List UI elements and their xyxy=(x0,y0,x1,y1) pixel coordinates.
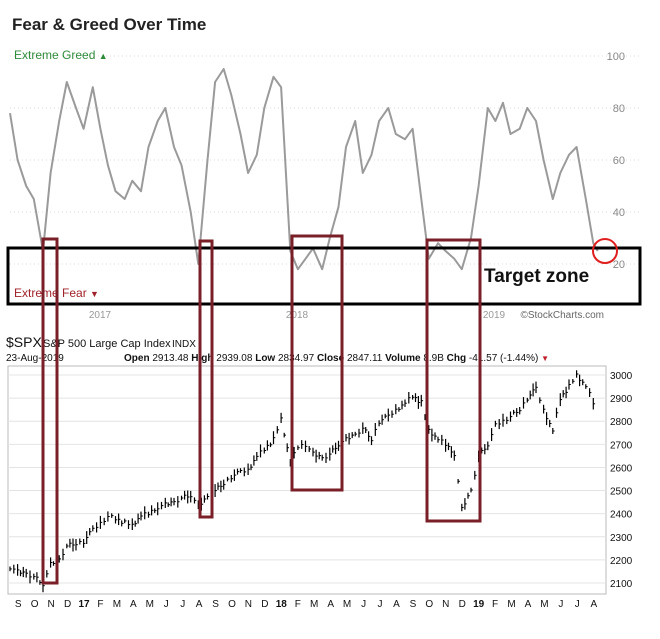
spx-ohlc: Open 2913.48 High 2939.08 Low 2834.97 Cl… xyxy=(124,353,549,364)
spx-xtick-label: J xyxy=(180,599,185,610)
spx-header: $SPX S&P 500 Large Cap Index INDX 23-Aug… xyxy=(6,334,549,364)
target-zone-box xyxy=(6,246,642,306)
fg-xtick-2017: 2017 xyxy=(89,310,112,321)
spx-grid xyxy=(8,374,606,584)
stockcharts-credit: ©StockCharts.com xyxy=(520,310,604,321)
spx-symbol: $SPX xyxy=(6,334,42,350)
fg-xtick-2019: 2019 xyxy=(483,310,506,321)
fg-ytick-40: 40 xyxy=(613,207,625,219)
highlight-box-q4-2018 xyxy=(425,238,482,523)
spx-xtick-label: D xyxy=(261,599,268,610)
spx-ytick-label: 2700 xyxy=(610,440,633,451)
spx-xtick-label: F xyxy=(97,599,103,610)
spx-ytick-label: 2800 xyxy=(610,417,633,428)
spx-xtick-label: A xyxy=(393,599,400,610)
spx-xtick-label: M xyxy=(343,599,351,610)
extreme-greed-label: Extreme Greed ▲ xyxy=(14,48,108,62)
spx-xtick-label: M xyxy=(540,599,548,610)
spx-xtick-label: F xyxy=(492,599,498,610)
target-zone-label: Target zone xyxy=(484,266,589,287)
spx-xtick-label: 17 xyxy=(78,599,90,610)
spx-xtick-label: J xyxy=(164,599,169,610)
spx-xtick-label: J xyxy=(378,599,383,610)
fg-ytick-20: 20 xyxy=(613,259,625,271)
current-reading-circle xyxy=(592,238,618,264)
spx-xtick-label: M xyxy=(113,599,121,610)
fg-ytick-80: 80 xyxy=(613,103,625,115)
spx-xtick-label: O xyxy=(228,599,236,610)
spx-y-axis: 3000 2900 2800 2700 2600 2500 2400 2300 2200 2100 xyxy=(610,371,633,590)
spx-xtick-label: O xyxy=(425,599,433,610)
spx-xtick-label: D xyxy=(64,599,71,610)
spx-date: 23-Aug-2019 xyxy=(6,353,64,364)
spx-ytick-label: 2100 xyxy=(610,579,633,590)
spx-ytick-label: 2200 xyxy=(610,556,633,567)
spx-ytick-label: 2600 xyxy=(610,463,633,474)
spx-xtick-label: S xyxy=(15,599,22,610)
spx-exchange: INDX xyxy=(172,339,196,350)
spx-ytick-label: 2400 xyxy=(610,510,633,521)
spx-xtick-label: M xyxy=(507,599,515,610)
spx-xtick-label: J xyxy=(558,599,563,610)
spx-name: S&P 500 Large Cap Index xyxy=(43,338,171,350)
spx-price-bars xyxy=(9,370,596,593)
highlight-box-nov-2016 xyxy=(41,237,59,585)
fg-ytick-100: 100 xyxy=(607,51,625,63)
spx-xtick-label: N xyxy=(47,599,54,610)
spx-xtick-label: D xyxy=(459,599,466,610)
spx-xtick-label: A xyxy=(327,599,334,610)
extreme-fear-label: Extreme Fear ▼ xyxy=(14,286,99,300)
spx-xtick-label: J xyxy=(575,599,580,610)
spx-xtick-label: S xyxy=(212,599,219,610)
spx-xtick-label: J xyxy=(361,599,366,610)
spx-ytick-label: 2900 xyxy=(610,394,633,405)
spx-ytick-label: 3000 xyxy=(610,371,633,382)
spx-xtick-label: A xyxy=(525,599,532,610)
spx-xtick-label: O xyxy=(31,599,39,610)
fear-greed-title: Fear & Greed Over Time xyxy=(12,15,206,34)
fg-ytick-60: 60 xyxy=(613,155,625,167)
spx-xtick-label: M xyxy=(146,599,154,610)
fear-greed-series-line xyxy=(9,68,599,271)
spx-xtick-label: 19 xyxy=(473,599,485,610)
fear-greed-plot: 100 80 60 40 20 Extreme Greed ▲ 2017 201… xyxy=(9,48,640,321)
spx-x-axis: S O N D 17 F M A M J J A S O N D 18 F M A M J J A S O N D 19 F M A M J J A xyxy=(15,599,598,610)
spx-xtick-label: N xyxy=(442,599,449,610)
spx-plot-frame xyxy=(7,365,607,595)
highlight-box-aug-2017 xyxy=(198,239,214,519)
spx-xtick-label: M xyxy=(310,599,318,610)
spx-ytick-label: 2500 xyxy=(610,487,633,498)
spx-xtick-label: S xyxy=(410,599,417,610)
spx-xtick-label: 18 xyxy=(276,599,288,610)
highlight-box-feb-2018 xyxy=(290,234,344,492)
spx-xtick-label: F xyxy=(295,599,301,610)
spx-xtick-label: A xyxy=(590,599,597,610)
fg-xtick-2018: 2018 xyxy=(286,310,309,321)
spx-ytick-label: 2300 xyxy=(610,533,633,544)
spx-xtick-label: N xyxy=(245,599,252,610)
spx-xtick-label: A xyxy=(130,599,137,610)
spx-xtick-label: A xyxy=(196,599,203,610)
